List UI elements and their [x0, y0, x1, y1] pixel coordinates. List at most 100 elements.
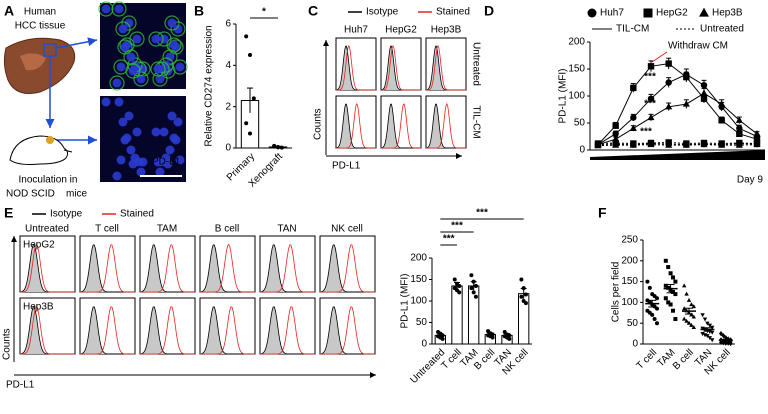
marker [248, 53, 252, 57]
y-tick-label: 100 [621, 297, 638, 308]
stained-curve [260, 306, 315, 355]
nucleus [112, 171, 122, 181]
marker [686, 297, 692, 302]
marker [666, 265, 671, 270]
marker [702, 317, 708, 322]
marker [655, 296, 659, 301]
marker [630, 114, 637, 121]
marker [502, 329, 507, 334]
marker [673, 317, 678, 322]
legend-label: Hep3B [712, 8, 743, 19]
stained-curve [140, 244, 195, 293]
y-tick-label: 100 [568, 91, 585, 102]
marker [665, 79, 672, 86]
marker [710, 338, 715, 343]
nucleus [114, 4, 124, 14]
marker [663, 296, 668, 301]
nucleus [136, 167, 146, 177]
y-tick-label: 200 [568, 37, 585, 48]
marker [244, 34, 249, 39]
marker [276, 145, 280, 150]
marker [728, 340, 733, 347]
nucleus [159, 127, 169, 137]
series-line [597, 63, 758, 145]
nucleus [151, 127, 161, 137]
marker [452, 277, 457, 282]
y-tick-label: 100 [410, 296, 427, 307]
panel-label: D [484, 3, 494, 19]
marker [647, 285, 652, 290]
y-tick-label: 150 [621, 276, 638, 287]
nucleus [151, 34, 161, 44]
stained-curve [140, 306, 195, 355]
bar [451, 285, 463, 345]
marker [689, 302, 694, 307]
annotation-pointer [651, 51, 668, 63]
marker [735, 141, 743, 148]
stained-curve [200, 243, 255, 293]
nucleus [124, 111, 134, 121]
nucleus [175, 62, 185, 72]
histogram-box [199, 235, 256, 293]
annotation: *** [644, 99, 656, 110]
marker [471, 279, 476, 284]
marker [700, 95, 708, 102]
text: Inoculation in [19, 175, 78, 186]
nucleus [120, 135, 130, 145]
marker [691, 314, 696, 319]
nucleus [175, 155, 185, 165]
membrane [164, 15, 180, 31]
marker [710, 330, 715, 335]
marker [700, 140, 708, 148]
stained-curve [320, 244, 375, 293]
marker [663, 258, 668, 263]
marker [671, 290, 675, 294]
row-label: Untreated [470, 42, 481, 86]
membrane [119, 37, 135, 53]
nucleus [132, 127, 142, 137]
marker [689, 322, 694, 327]
annotation: * [262, 7, 266, 18]
marker [673, 292, 678, 297]
series-line [597, 92, 758, 146]
marker [279, 145, 284, 150]
y-tick-label: 50 [416, 317, 428, 328]
annotation: *** [640, 127, 652, 138]
marker [682, 316, 687, 321]
marker [612, 130, 619, 137]
text: Human [24, 7, 56, 18]
nucleus [118, 24, 128, 34]
marker [684, 318, 689, 323]
nucleus [136, 74, 146, 84]
legend-label: Untreated [700, 24, 744, 35]
axis-label: Counts [313, 108, 324, 140]
marker [655, 306, 659, 311]
column-label: NK cell [331, 224, 363, 235]
marker [440, 336, 445, 341]
annotation: *** [644, 72, 656, 83]
y-tick-label: 150 [568, 64, 585, 75]
liver-spot [20, 53, 46, 71]
nucleus [153, 157, 163, 167]
marker [629, 124, 637, 131]
legend-marker [643, 8, 653, 18]
nucleus [128, 66, 138, 76]
nucleus [173, 24, 183, 34]
nucleus [128, 159, 138, 169]
stained-curve [260, 244, 315, 293]
marker [723, 340, 728, 346]
marker [629, 141, 637, 148]
marker [673, 279, 678, 284]
marker [683, 73, 690, 81]
x-tick-label: T cell [635, 347, 660, 372]
nucleus [155, 167, 165, 177]
nucleus [116, 155, 126, 165]
nucleus [124, 18, 134, 28]
nucleus [120, 42, 130, 52]
marker [650, 312, 655, 317]
axis-label: Counts [2, 328, 13, 360]
marker [721, 340, 726, 346]
column-label: T cell [95, 224, 119, 235]
legend-label: Isotype [50, 209, 83, 220]
panel-label: F [598, 205, 607, 221]
